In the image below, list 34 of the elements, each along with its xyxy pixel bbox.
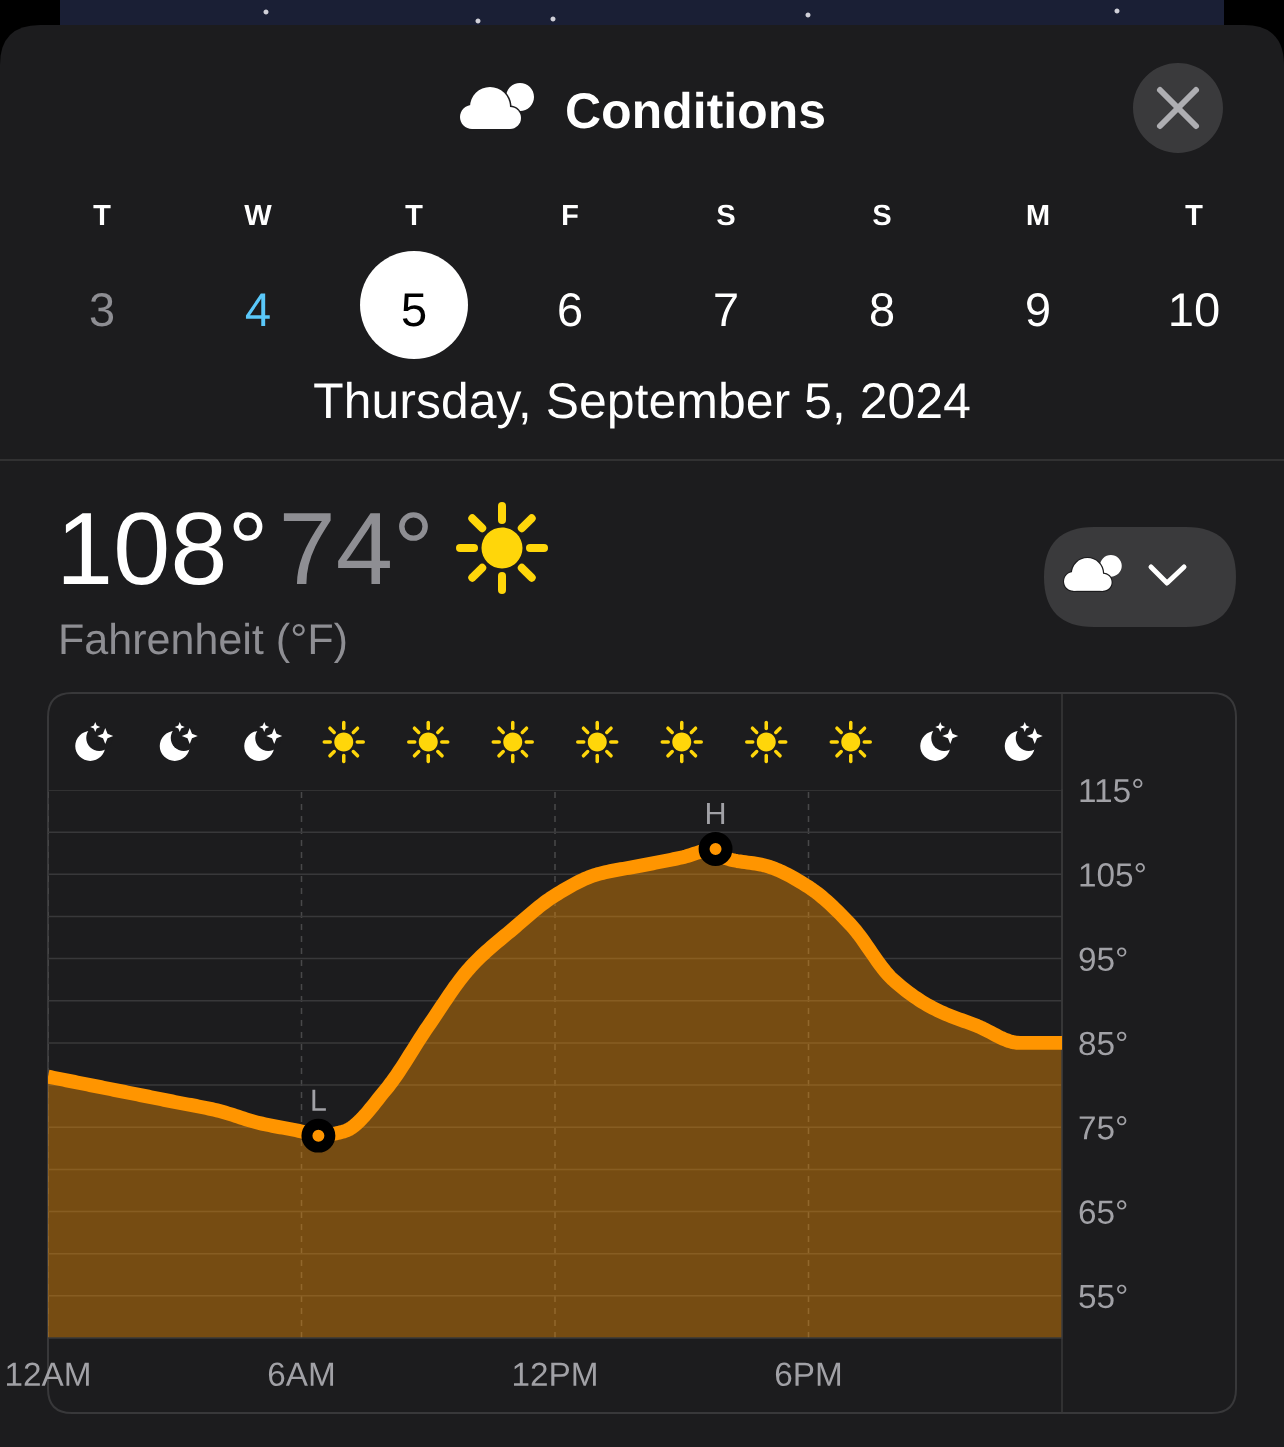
text: S xyxy=(717,204,735,226)
annotation: L xyxy=(312,1089,326,1111)
text: T xyxy=(1185,204,1203,225)
y-tick-label: 75° xyxy=(1079,1116,1127,1140)
text: 7 xyxy=(715,293,737,326)
text: T xyxy=(405,204,423,225)
text: 5 xyxy=(402,293,426,327)
y-tick-label: 55° xyxy=(1079,1284,1127,1309)
y-tick-label: 95° xyxy=(1079,947,1127,972)
y-tick-label: 85° xyxy=(1079,1031,1127,1056)
text: 10 xyxy=(1171,293,1219,327)
text: 8 xyxy=(870,293,894,327)
text: T xyxy=(93,204,111,225)
text: 74° xyxy=(283,512,428,584)
text: F xyxy=(563,204,578,225)
x-tick-label: 12AM xyxy=(7,1362,89,1386)
chart-subtitle: Thursday, September 5, 2024 xyxy=(314,381,970,429)
text: 3 xyxy=(90,293,114,327)
annotation: H xyxy=(707,802,725,825)
y-tick-label: 105° xyxy=(1080,863,1145,887)
y-tick-label: 65° xyxy=(1079,1200,1127,1224)
x-tick-label: 6AM xyxy=(268,1362,334,1387)
text: 9 xyxy=(1027,293,1049,327)
text: 6 xyxy=(559,293,582,327)
text: 108° xyxy=(63,512,263,586)
x-tick-label: 6PM xyxy=(775,1362,841,1387)
chart-title: Conditions xyxy=(567,91,825,129)
text: M xyxy=(1027,204,1049,225)
text: Fahrenheit (°F) xyxy=(61,622,346,663)
x-tick-label: 12PM xyxy=(514,1362,596,1386)
text: W xyxy=(244,204,272,225)
text: S xyxy=(873,204,891,226)
text: 4 xyxy=(245,293,270,326)
y-tick-label: 115° xyxy=(1080,778,1143,803)
